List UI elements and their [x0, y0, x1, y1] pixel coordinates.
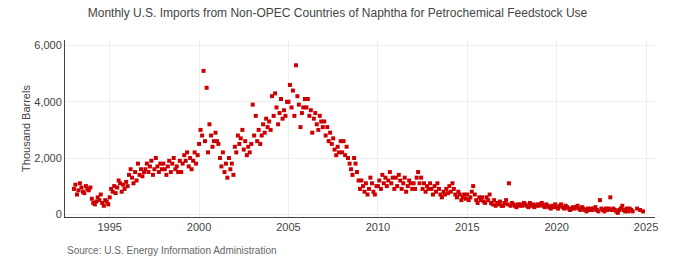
svg-text:6,000: 6,000	[34, 39, 62, 51]
svg-text:Thousand Barrels: Thousand Barrels	[20, 85, 32, 172]
svg-text:2025: 2025	[634, 221, 658, 233]
svg-text:Monthly U.S. Imports from Non-: Monthly U.S. Imports from Non-OPEC Count…	[88, 6, 588, 20]
svg-text:2,000: 2,000	[34, 152, 62, 164]
svg-text:2020: 2020	[544, 221, 568, 233]
svg-text:2010: 2010	[366, 221, 390, 233]
svg-text:2015: 2015	[455, 221, 479, 233]
svg-text:Source: U.S. Energy Informatio: Source: U.S. Energy Information Administ…	[67, 245, 277, 256]
svg-text:2000: 2000	[187, 221, 211, 233]
svg-text:4,000: 4,000	[34, 96, 62, 108]
svg-text:2005: 2005	[276, 221, 300, 233]
svg-text:1995: 1995	[97, 221, 121, 233]
svg-text:0: 0	[56, 208, 62, 220]
